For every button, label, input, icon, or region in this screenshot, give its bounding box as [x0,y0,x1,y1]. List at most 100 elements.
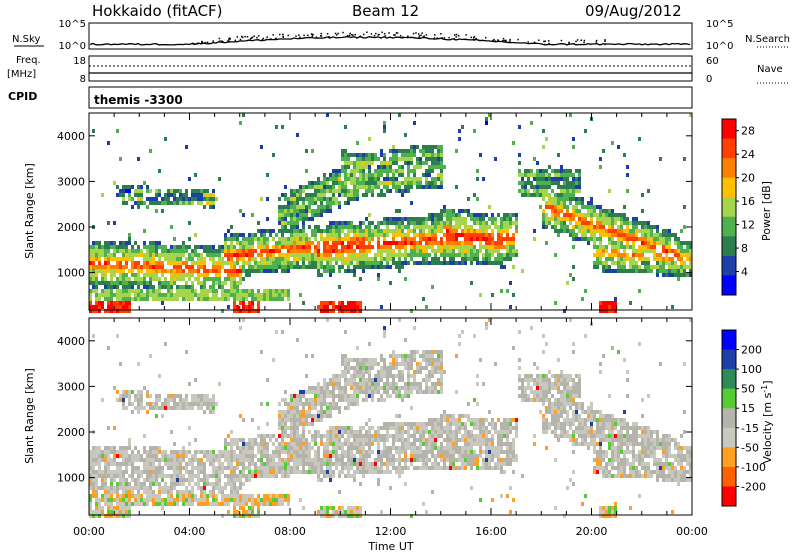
power-cell [326,245,329,249]
velocity-cell [101,486,104,490]
velocity-cell [98,510,101,514]
power-cell [578,217,581,221]
velocity-cell [158,502,161,506]
velocity-cell [173,454,176,458]
power-cell [344,161,347,165]
power-cell [344,149,347,153]
velocity-cell [119,398,122,402]
power-cell [596,245,599,249]
power-cell [140,201,143,205]
velocity-cell [290,434,293,438]
power-cell [137,293,140,297]
power-cell [128,297,131,301]
power-cell [383,245,386,249]
power-cell [212,201,215,205]
velocity-cell [362,374,365,378]
velocity-cell [338,506,341,510]
power-cell [689,241,692,245]
power-cell [248,241,251,245]
power-cell [155,293,158,297]
power-cell [386,225,389,229]
power-cell [545,169,548,173]
power-cell [434,249,437,253]
power-cell [677,265,680,269]
power-cell [641,221,644,225]
power-cell [371,161,374,165]
velocity-cell [287,450,290,454]
velocity-cell [107,466,110,470]
power-cell [374,177,377,181]
power-cell [581,297,584,301]
power-cell [359,161,362,165]
velocity-cell [269,454,272,458]
velocity-cell [317,466,320,470]
power-cell [656,269,659,273]
velocity-cell [182,478,185,482]
power-cell [431,229,434,233]
power-cell [389,253,392,257]
power-cell [329,177,332,181]
power-cell [599,221,602,225]
power-cell [593,241,596,245]
power-cell [209,193,212,197]
power-cell [398,189,401,193]
power-cell [350,153,353,157]
power-cell [389,229,392,233]
velocity-cell [287,494,290,498]
velocity-cell [113,458,116,462]
velocity-cell [158,374,161,378]
n-search-point [481,39,484,42]
power-cell [290,233,293,237]
power-cell [362,161,365,165]
power-cell [137,297,140,301]
power-cell [359,301,362,305]
power-cell [659,261,662,265]
power-cell [335,249,338,253]
power-cell [320,233,323,237]
power-cell [155,265,158,269]
power-cell [185,265,188,269]
power-cell [473,129,476,133]
power-cell [440,157,443,161]
power-cell [344,173,347,177]
velocity-cell [356,394,359,398]
power-cell [125,245,128,249]
power-cell [599,257,602,261]
velocity-cell [227,510,230,514]
power-cell [218,285,221,289]
power-cell [665,257,668,261]
power-cell [155,249,158,253]
velocity-cell [122,514,125,518]
velocity-cell [161,470,164,474]
velocity-cell [170,394,173,398]
power-cell [329,261,332,265]
power-cell [566,209,569,213]
velocity-cell [227,494,230,498]
velocity-cell [95,462,98,466]
velocity-cell [308,442,311,446]
n-search-point [262,37,264,40]
power-cell [419,241,422,245]
power-cell [293,241,296,245]
power-cell [158,245,161,249]
power-cell [512,253,515,257]
power-cell [461,229,464,233]
velocity-cell [299,442,302,446]
power-cell [545,193,548,197]
n-search-point [503,39,506,42]
power-cell [269,265,272,269]
velocity-cell [140,406,143,410]
power-cell [389,217,392,221]
power-cell [620,213,623,217]
power-cell [353,305,356,309]
power-cell [509,257,512,261]
power-cell [191,289,194,293]
velocity-cell [203,474,206,478]
power-cell [590,217,593,221]
n-search-point [249,38,252,40]
power-cell [473,257,476,261]
n-search-point [464,38,466,41]
velocity-cell [248,506,251,510]
power-cell [650,229,653,233]
power-cell [659,233,662,237]
